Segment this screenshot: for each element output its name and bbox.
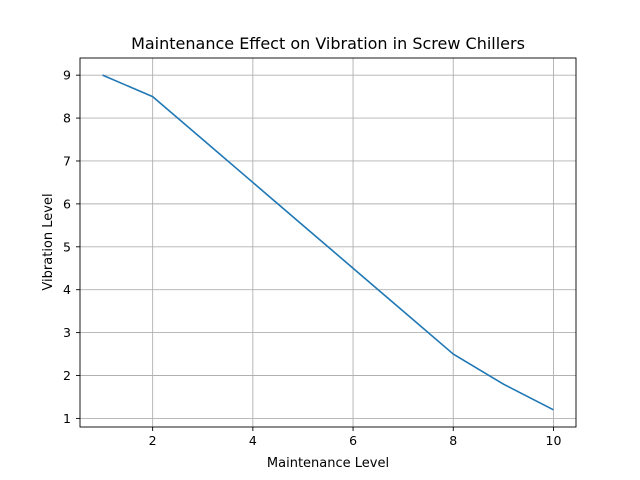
y-tick-label-5: 5: [63, 239, 71, 254]
series-group: [102, 74, 554, 411]
y-axis: 1 2 3 4 5 6 7 8 9: [63, 68, 80, 426]
y-tick-label-8: 8: [63, 111, 71, 126]
y-axis-label: Vibration Level: [41, 193, 56, 290]
y-tick-label-2: 2: [63, 368, 71, 383]
chart-title: Maintenance Effect on Vibration in Screw…: [131, 34, 525, 53]
x-tick-label-6: 6: [349, 433, 357, 448]
x-tick-label-2: 2: [149, 433, 157, 448]
series-line-0: [102, 74, 554, 411]
y-tick-label-4: 4: [63, 282, 71, 297]
y-tick-label-9: 9: [63, 68, 71, 83]
y-tick-label-1: 1: [63, 411, 71, 426]
x-tick-label-4: 4: [249, 433, 257, 448]
x-axis: 2 4 6 8 10: [149, 427, 562, 448]
grid-lines: [80, 58, 576, 427]
x-tick-label-8: 8: [449, 433, 457, 448]
plot-frame: [79, 57, 577, 428]
x-tick-label-10: 10: [546, 433, 562, 448]
y-tick-label-7: 7: [63, 153, 71, 168]
x-axis-label: Maintenance Level: [267, 456, 389, 471]
y-tick-label-3: 3: [63, 325, 71, 340]
y-tick-label-6: 6: [63, 196, 71, 211]
